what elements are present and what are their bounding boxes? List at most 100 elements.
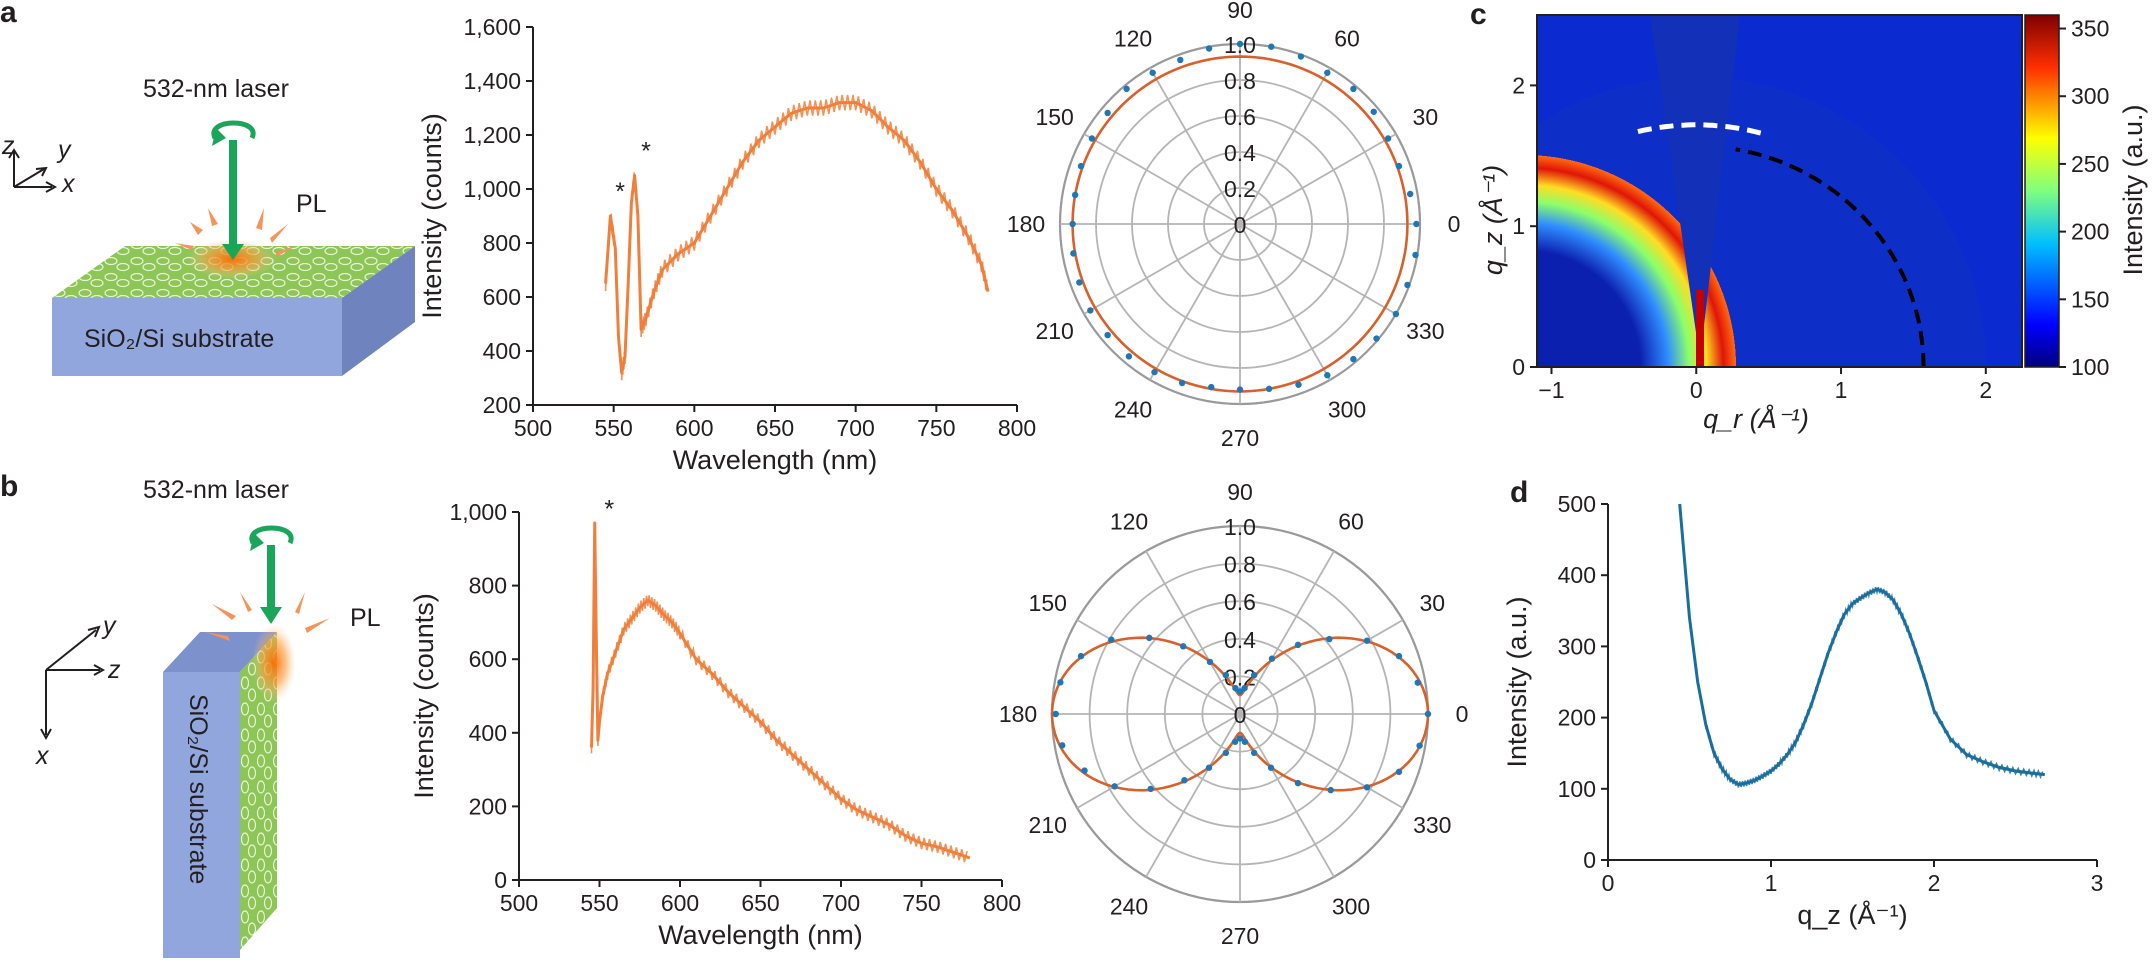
x-tick-label: 650 — [756, 415, 794, 441]
pl-glow-a — [187, 239, 277, 279]
peak-asterisk-2: * — [641, 137, 651, 165]
panel-c-giwaxs: c −1 0 1 2 0 1 2 q_r (Å⁻¹) q_z (Å⁻¹) 100 150 200… — [1470, 0, 2148, 434]
chart-a-polar-plot: 0 30 60 90 120 150 180 210 240 270 300 330 0 0.2 0.4 0.… — [1007, 0, 1461, 451]
axis-z-label-b: z — [107, 656, 121, 684]
chart-b-pl-spectrum: 500 550 600 650 700 750 800 0 200 400 600 800 1,000 W… — [409, 496, 1021, 950]
substrate-front — [52, 298, 342, 376]
pl-emission-rays-a — [175, 208, 296, 257]
data-point — [1070, 250, 1077, 257]
giwaxs-frame — [1536, 14, 2023, 368]
angle-tick-label: 150 — [1035, 104, 1073, 130]
data-point — [1052, 710, 1059, 718]
y-tick-label: 1,600 — [463, 14, 521, 40]
data-point — [1059, 742, 1066, 749]
pl-label-a: PL — [296, 190, 327, 218]
x-axis-title: Wavelength (nm) — [658, 920, 863, 950]
y-axis-title: Intensity (counts) — [417, 113, 447, 319]
angle-tick-label: 270 — [1221, 425, 1259, 451]
series-line — [604, 101, 990, 375]
radial-tick-label: 1.0 — [1224, 514, 1256, 540]
data-point — [1236, 688, 1244, 695]
data-point — [1146, 634, 1153, 642]
angular-grid-line — [1076, 619, 1241, 715]
x-tick-label: −1 — [1538, 377, 1564, 403]
x-tick-label: 800 — [983, 890, 1021, 916]
y-tick-label: 0 — [1583, 847, 1596, 873]
black-dashed-arc — [1735, 147, 1926, 368]
y-axis-title: Intensity (counts) — [409, 593, 439, 799]
angle-tick-label: 210 — [1029, 812, 1067, 838]
y-tick-label: 400 — [483, 338, 521, 364]
radial-tick-label: 0.8 — [1224, 68, 1256, 94]
angular-grid-line — [1239, 550, 1335, 715]
data-point — [1206, 658, 1214, 666]
angle-tick-label: 30 — [1413, 104, 1439, 130]
y-tick-label: 1,200 — [463, 122, 521, 148]
data-point — [1111, 783, 1118, 790]
y-tick-label: 200 — [469, 793, 507, 819]
y-tick-label: 1,000 — [449, 499, 507, 525]
substrate-label-a: SiO₂/Si substrate — [84, 325, 274, 353]
coordinate-axes-b — [40, 625, 106, 741]
panel-b-schematic: b 532-nm laser SiO₂/Si substrate PL y z — [0, 470, 381, 958]
axis-x-label-b: x — [35, 742, 50, 770]
data-point — [1151, 368, 1158, 376]
angular-grid-line — [1239, 713, 1335, 878]
angle-tick-label: 300 — [1332, 893, 1370, 919]
colorbar-tick-label: 200 — [2071, 219, 2109, 245]
axis-z-label-a: z — [1, 132, 15, 160]
colorbar-tick-label: 100 — [2071, 354, 2109, 380]
data-point — [1363, 784, 1371, 791]
angular-grid-line — [1239, 223, 1331, 381]
axis-y-label-b: y — [101, 612, 117, 640]
data-point — [1297, 53, 1305, 60]
substrate-side — [342, 246, 415, 376]
y-tick-label: 1 — [1512, 213, 1525, 239]
data-point — [1265, 385, 1273, 393]
data-point — [1208, 383, 1215, 391]
angle-tick-label: 210 — [1035, 318, 1073, 344]
data-point — [1180, 643, 1187, 650]
laser-arrowhead-b — [260, 607, 282, 624]
x-tick-label: 500 — [500, 890, 538, 916]
x-tick-label: 3 — [2091, 870, 2104, 896]
angle-tick-label: 60 — [1334, 26, 1360, 52]
y-tick-label: 400 — [1558, 562, 1596, 588]
y-tick-label: 2 — [1512, 72, 1525, 98]
series-line — [590, 521, 971, 860]
data-point — [1414, 679, 1421, 686]
data-point — [1147, 785, 1154, 793]
colorbar-ticks: 100 150 200 250 300 350 — [2059, 16, 2109, 380]
angle-tick-label: 0 — [1456, 701, 1469, 727]
axis-y-label-a: y — [56, 136, 72, 164]
data-point — [1241, 738, 1249, 745]
x-tick-label: 0 — [1690, 377, 1703, 403]
angle-tick-label: 180 — [999, 701, 1037, 727]
angular-grid-line — [1083, 223, 1241, 315]
y-tick-label: 400 — [469, 720, 507, 746]
x-tick-label: 600 — [661, 890, 699, 916]
chart-a-pl-spectrum: 500 550 600 650 700 750 800 200 400 600 800 1,000 1,… — [417, 14, 1036, 475]
chart-d-linecut: 0 1 2 3 0 100 200 300 400 500 q_z (Å⁻¹) Intensity (… — [1502, 491, 2103, 930]
laser-label-b: 532-nm laser — [143, 476, 289, 504]
data-point — [1324, 69, 1331, 76]
colorbar — [2024, 14, 2060, 368]
beamstop-shadow — [1650, 15, 1740, 360]
data-point — [1077, 652, 1085, 660]
x-tick-label: 1 — [1835, 377, 1848, 403]
data-point — [1424, 710, 1432, 718]
data-point — [1071, 191, 1079, 199]
angular-grid-line — [1239, 133, 1397, 225]
data-point — [1327, 786, 1334, 794]
substrate-label-b: SiO₂/Si substrate — [184, 694, 212, 884]
giwaxs-ylabel: q_z (Å⁻¹) — [1477, 165, 1508, 275]
angular-grid-line — [1083, 133, 1241, 225]
radial-tick-label: 0.6 — [1224, 589, 1256, 615]
x-tick-label: 750 — [902, 890, 940, 916]
angle-tick-label: 330 — [1413, 812, 1451, 838]
angle-tick-label: 150 — [1029, 590, 1067, 616]
data-point — [1267, 764, 1275, 771]
angular-grid-line — [1239, 619, 1404, 715]
panel-letter-a: a — [0, 0, 17, 29]
x-tick-label: 550 — [580, 890, 618, 916]
